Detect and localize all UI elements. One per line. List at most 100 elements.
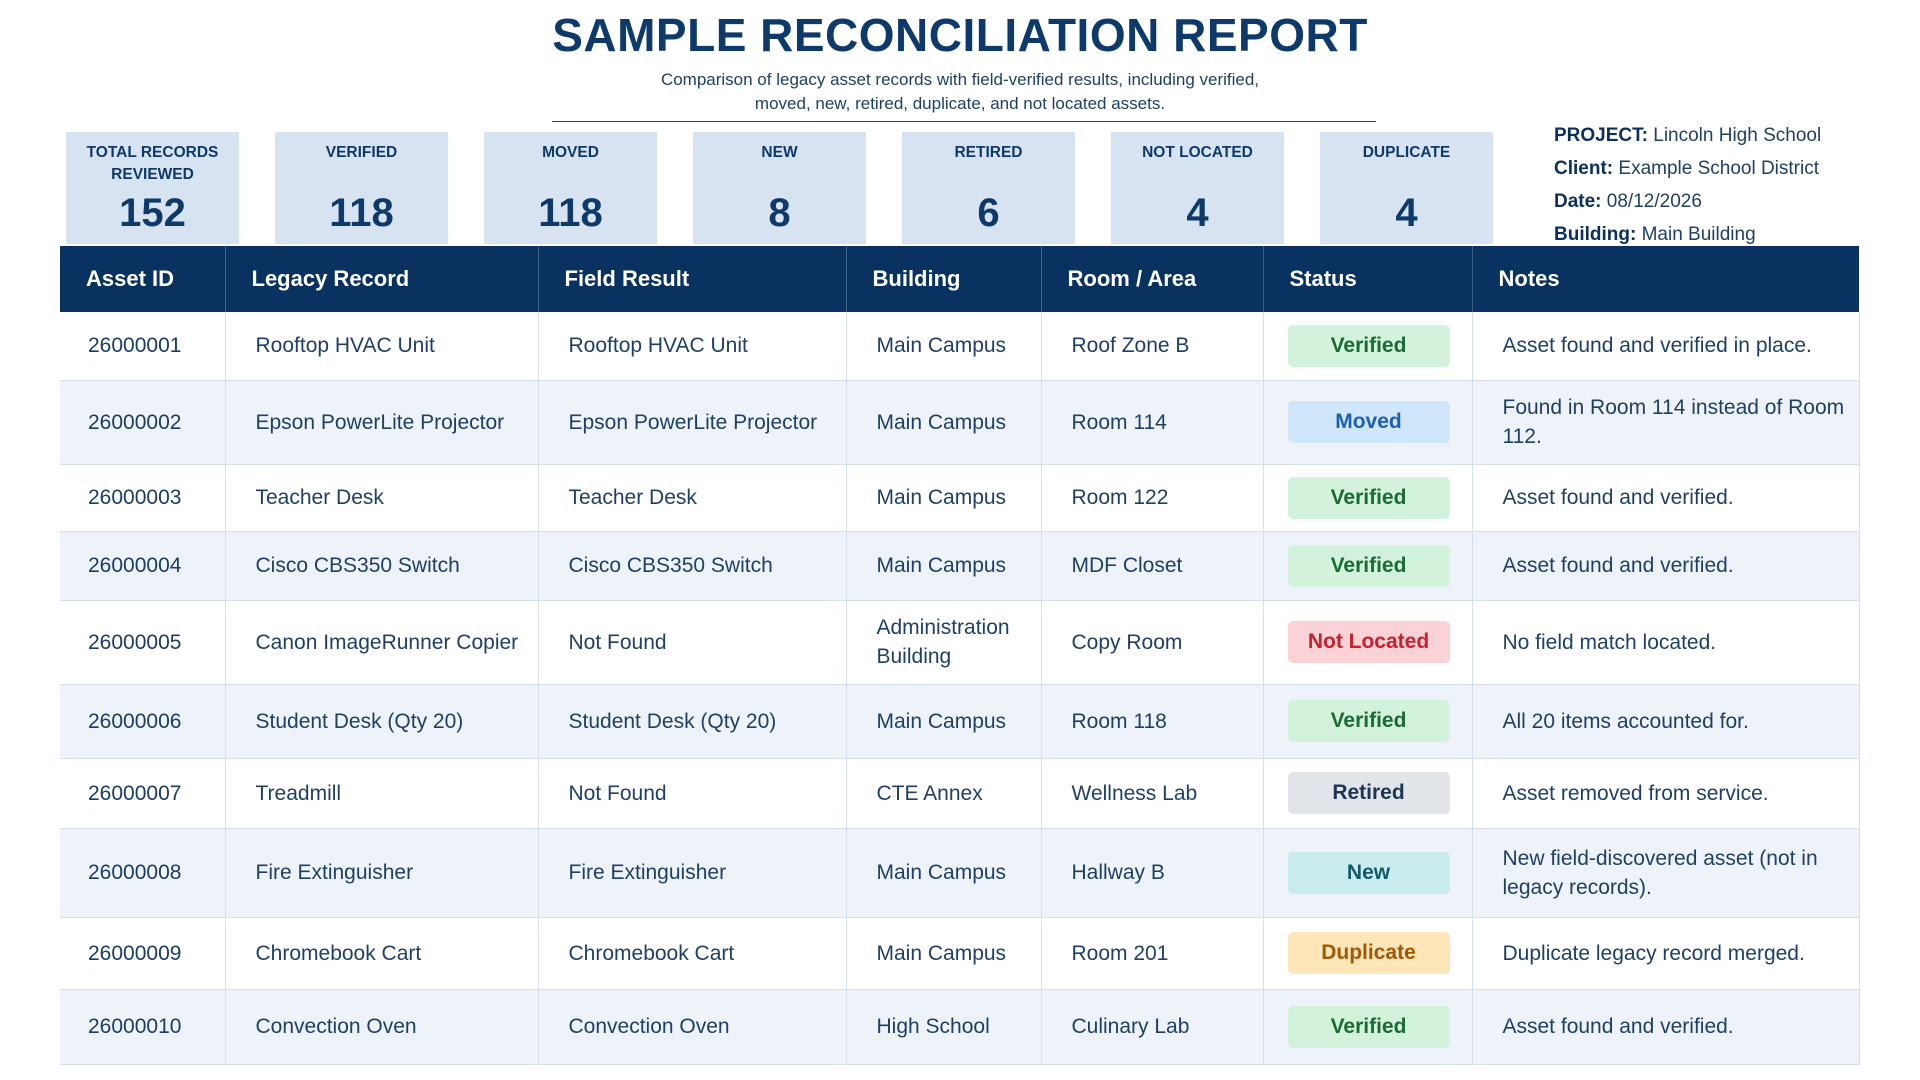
cell-room-area: Wellness Lab [1041, 758, 1264, 829]
cell-legacy-record: Chromebook Cart [225, 917, 539, 990]
meta-value: Main Building [1641, 224, 1756, 245]
table-row: 26000009 Chromebook Cart Chromebook Cart… [60, 917, 1860, 990]
cell-field-result: Student Desk (Qty 20) [538, 684, 847, 759]
summary-card-verified: VERIFIED 118 [275, 132, 448, 244]
cell-legacy-record: Student Desk (Qty 20) [225, 684, 539, 759]
summary-card-retired: RETIRED 6 [902, 132, 1075, 244]
cell-building: Main Campus [846, 828, 1042, 918]
cell-asset-id: 26000001 [60, 312, 226, 381]
column-header-room-area[interactable]: Room / Area [1041, 246, 1264, 312]
cell-building: Main Campus [846, 464, 1042, 532]
table-row: 26000006 Student Desk (Qty 20) Student D… [60, 684, 1860, 759]
card-value: 118 [538, 191, 603, 235]
cell-asset-id: 26000005 [60, 600, 226, 685]
summary-card-total: TOTAL RECORDS REVIEWED 152 [66, 132, 239, 244]
meta-project: PROJECT: Lincoln High School [1554, 119, 1821, 152]
cell-room-area: MDF Closet [1041, 531, 1264, 601]
cell-field-result: Fire Extinguisher [538, 828, 847, 918]
meta-client: Client: Example School District [1554, 152, 1821, 185]
cell-asset-id: 26000010 [60, 989, 226, 1065]
summary-card-duplicate: DUPLICATE 4 [1320, 132, 1493, 244]
card-label: NOT LOCATED [1142, 144, 1253, 161]
cell-field-result: Teacher Desk [538, 464, 847, 532]
cell-notes: Asset found and verified in place. [1472, 312, 1860, 381]
status-badge: Retired [1287, 772, 1450, 814]
summary-card-moved: MOVED 118 [484, 132, 657, 244]
column-header-building[interactable]: Building [846, 246, 1042, 312]
column-header-field-result[interactable]: Field Result [538, 246, 847, 312]
table-row: 26000002 Epson PowerLite Projector Epson… [60, 380, 1860, 465]
status-badge: Verified [1287, 476, 1450, 519]
cell-field-result: Epson PowerLite Projector [538, 380, 847, 465]
cell-building: High School [846, 989, 1042, 1065]
card-label: MOVED [542, 144, 599, 161]
meta-label: PROJECT: [1554, 125, 1648, 146]
column-header-status[interactable]: Status [1263, 246, 1473, 312]
cell-notes: Duplicate legacy record merged. [1472, 917, 1860, 990]
cell-asset-id: 26000007 [60, 758, 226, 829]
cell-asset-id: 26000009 [60, 917, 226, 990]
meta-label: Building: [1554, 224, 1637, 245]
cell-status: Verified [1263, 464, 1473, 532]
status-badge: Moved [1287, 401, 1450, 443]
cell-asset-id: 26000008 [60, 828, 226, 918]
cell-status: New [1263, 828, 1473, 918]
column-header-notes[interactable]: Notes [1472, 246, 1859, 312]
card-value: 152 [119, 191, 186, 235]
cell-room-area: Hallway B [1041, 828, 1264, 918]
table-row: 26000008 Fire Extinguisher Fire Extingui… [60, 828, 1860, 918]
status-badge: Verified [1287, 324, 1450, 367]
card-value: 4 [1395, 191, 1418, 235]
cell-status: Verified [1263, 989, 1473, 1065]
card-label: DUPLICATE [1362, 144, 1451, 161]
cell-notes: Asset found and verified. [1472, 531, 1860, 601]
column-header-asset-id[interactable]: Asset ID [60, 246, 226, 312]
card-label: RETIRED [954, 144, 1023, 161]
table-row: 26000001 Rooftop HVAC Unit Rooftop HVAC … [60, 312, 1860, 381]
subtitle-line: moved, new, retired, duplicate, and not … [754, 94, 1166, 113]
cell-room-area: Room 201 [1041, 917, 1264, 990]
table-row: 26000004 Cisco CBS350 Switch Cisco CBS35… [60, 531, 1860, 601]
status-badge: Verified [1287, 700, 1450, 742]
cell-field-result: Not Found [538, 758, 847, 829]
cell-asset-id: 26000003 [60, 464, 226, 532]
cell-notes: Asset found and verified. [1472, 989, 1860, 1065]
cell-room-area: Copy Room [1041, 600, 1264, 685]
meta-value: Lincoln High School [1653, 125, 1822, 146]
cell-status: Not Located [1263, 600, 1473, 685]
cell-room-area: Room 118 [1041, 684, 1264, 759]
reconciliation-table: Asset ID Legacy Record Field Result Buil… [60, 246, 1860, 1065]
card-label: TOTAL RECORDS [86, 144, 219, 161]
column-header-legacy-record[interactable]: Legacy Record [225, 246, 539, 312]
cell-notes: Asset removed from service. [1472, 758, 1860, 829]
cell-room-area: Room 114 [1041, 380, 1264, 465]
status-badge: Not Located [1287, 621, 1450, 663]
cell-notes: Asset found and verified. [1472, 464, 1860, 532]
title-divider [552, 121, 1376, 122]
project-meta: PROJECT: Lincoln High School Client: Exa… [1554, 119, 1821, 251]
status-badge: Duplicate [1287, 932, 1450, 974]
cell-building: Main Campus [846, 380, 1042, 465]
cell-legacy-record: Teacher Desk [225, 464, 539, 532]
cell-legacy-record: Canon ImageRunner Copier [225, 600, 539, 685]
cell-asset-id: 26000002 [60, 380, 226, 465]
cell-legacy-record: Rooftop HVAC Unit [225, 312, 539, 381]
meta-value: Example School District [1618, 158, 1820, 179]
meta-label: Client: [1554, 158, 1614, 179]
cell-field-result: Convection Oven [538, 989, 847, 1065]
table-row: 26000007 Treadmill Not Found CTE Annex W… [60, 758, 1860, 829]
table-row: 26000003 Teacher Desk Teacher Desk Main … [60, 464, 1860, 532]
cell-building: Main Campus [846, 684, 1042, 759]
summary-card-not-located: NOT LOCATED 4 [1111, 132, 1284, 244]
cell-room-area: Room 122 [1041, 464, 1264, 532]
cell-building: Administration Building [846, 600, 1042, 685]
card-label: NEW [761, 144, 798, 161]
meta-building: Building: Main Building [1554, 218, 1821, 251]
cell-status: Verified [1263, 312, 1473, 381]
cell-status: Verified [1263, 531, 1473, 601]
cell-asset-id: 26000006 [60, 684, 226, 759]
subtitle-line: Comparison of legacy asset records with … [660, 70, 1260, 89]
cell-field-result: Not Found [538, 600, 847, 685]
cell-status: Duplicate [1263, 917, 1473, 990]
table-row: 26000005 Canon ImageRunner Copier Not Fo… [60, 600, 1860, 685]
